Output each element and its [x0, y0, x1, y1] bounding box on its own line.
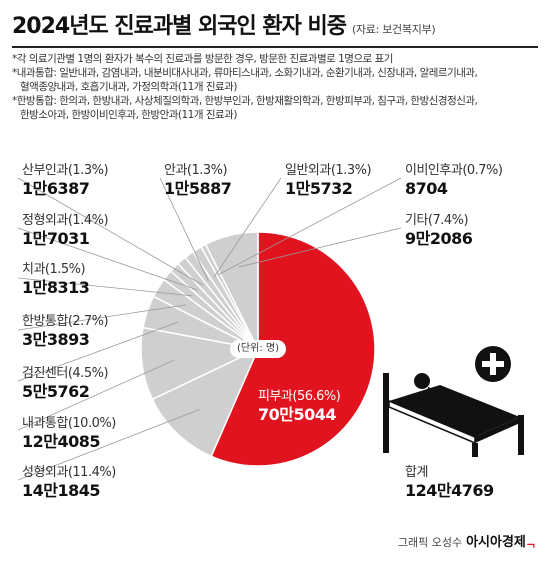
pie-slice: [210, 231, 376, 467]
slice-name: 내과통합: [22, 416, 68, 431]
slice-value: 1만6387: [22, 179, 90, 198]
slice-name: 기타: [405, 213, 428, 228]
footnote-3: *한방통합: 한의과, 한방내과, 사상체질의학과, 한방부인과, 한방재활의학…: [12, 95, 478, 107]
chart-title: 2024년도 진료과별 외국인 환자 비중 (자료: 보건복지부): [12, 8, 436, 40]
slice-percent: (1.4%): [67, 213, 109, 228]
label-dermatology: 피부과(56.6%) 70만5044: [258, 389, 341, 424]
source-note: (자료: 보건복지부): [352, 23, 436, 36]
slice-percent: (0.7%): [462, 163, 503, 178]
slice-name: 한방통합: [22, 314, 68, 329]
slice-value: 8704: [405, 179, 448, 198]
slice-value: 3만3893: [22, 330, 90, 349]
pie-slice: [151, 347, 260, 458]
slice-percent: (1.3%): [67, 163, 109, 178]
credit: 그래픽 오성수 아시아경젝: [398, 531, 536, 550]
total-name: 합계: [405, 465, 428, 480]
slice-name: 안과: [164, 163, 187, 178]
footnote-2: *내과통합: 일반내과, 감염내과, 내분비대사내과, 류마티스내과, 소화기내…: [12, 67, 478, 79]
pie-slice: [140, 326, 261, 401]
leader-line: [17, 177, 204, 286]
footnotes: *각 의료기관별 1명의 환자가 복수의 진료과를 방문한 경우, 방문한 진료…: [12, 52, 540, 122]
slice-value: 70만5044: [258, 405, 337, 424]
label-total: 합계 124만4769: [405, 465, 494, 500]
slice-name: 피부과: [258, 389, 293, 404]
footnote-1: *각 의료기관별 1명의 환자가 복수의 진료과를 방문한 경우, 방문한 진료…: [12, 53, 393, 65]
leader-line: [17, 359, 175, 431]
leader-line: [218, 177, 402, 275]
title-text: 2024년도 진료과별 외국인 환자 비중: [12, 14, 347, 39]
leader-line: [238, 227, 402, 268]
slice-percent: (1.3%): [186, 163, 228, 178]
slice-percent: (1.5%): [44, 262, 86, 277]
slice-name: 검진센터: [22, 366, 68, 381]
label-other: 기타(7.4%) 9만2086: [405, 213, 473, 248]
label-general-surgery: 일반외과(1.3%) 1만5732: [285, 163, 372, 198]
leader-line: [17, 321, 179, 382]
hospital-bed-icon: [383, 346, 524, 457]
credit-text: 그래픽 오성수: [397, 536, 463, 549]
slice-percent: (10.0%): [67, 416, 116, 431]
slice-name: 산부인과: [22, 163, 68, 178]
leader-line: [159, 177, 209, 282]
title-divider: [12, 46, 538, 48]
slice-value: 1만5887: [164, 179, 232, 198]
slice-value: 14만1845: [22, 481, 101, 500]
slice-percent: (56.6%): [292, 389, 341, 404]
footnote-2-cont: 혈액종양내과, 호흡기내과, 가정의학과(11개 진료과): [20, 81, 237, 93]
label-ent: 이비인후과(0.7%) 8704: [405, 163, 503, 198]
label-checkup-center: 검진센터(4.5%) 5만5762: [22, 366, 109, 401]
label-ophthalmology: 안과(1.3%) 1만5887: [164, 163, 232, 198]
slice-name: 이비인후과: [405, 163, 463, 178]
leader-line: [17, 409, 200, 481]
slice-value: 5만5762: [22, 382, 90, 401]
slice-name: 치과: [22, 262, 45, 277]
leader-line: [17, 277, 193, 297]
slice-name: 성형외과: [22, 465, 68, 480]
label-obgyn: 산부인과(1.3%) 1만6387: [22, 163, 109, 198]
label-plastic-surgery: 성형외과(11.4%) 14만1845: [22, 465, 116, 500]
slice-name: 정형외과: [22, 213, 68, 228]
slice-name: 일반외과: [285, 163, 331, 178]
pie-slice: [204, 231, 259, 350]
unit-label: (단위: 명): [230, 340, 286, 358]
slice-percent: (11.4%): [67, 465, 116, 480]
label-internal-medicine: 내과통합(10.0%) 12만4085: [22, 416, 116, 451]
leader-line: [213, 177, 282, 278]
slice-value: 1만8313: [22, 278, 90, 297]
label-orthopedics: 정형외과(1.4%) 1만7031: [22, 213, 109, 248]
slice-value: 9만2086: [405, 229, 473, 248]
label-dentistry: 치과(1.5%) 1만8313: [22, 262, 90, 297]
slice-value: 1만7031: [22, 229, 90, 248]
slice-value: 12만4085: [22, 432, 101, 451]
slice-value: 1만5732: [285, 179, 353, 198]
label-oriental-medicine: 한방통합(2.7%) 3만3893: [22, 314, 109, 349]
slice-percent: (7.4%): [427, 213, 469, 228]
leader-line: [17, 304, 187, 331]
slice-percent: (4.5%): [67, 366, 109, 381]
leader-line: [17, 227, 198, 291]
brand-logo: 아시아경제: [466, 535, 526, 550]
total-value: 124만4769: [405, 481, 494, 500]
brand-mark-icon: ᆨ: [525, 536, 536, 549]
footnote-3-cont: 한방소아과, 한방이비인후과, 한방안과(11개 진료과): [20, 109, 237, 121]
slice-percent: (2.7%): [67, 314, 109, 329]
slice-percent: (1.3%): [330, 163, 372, 178]
